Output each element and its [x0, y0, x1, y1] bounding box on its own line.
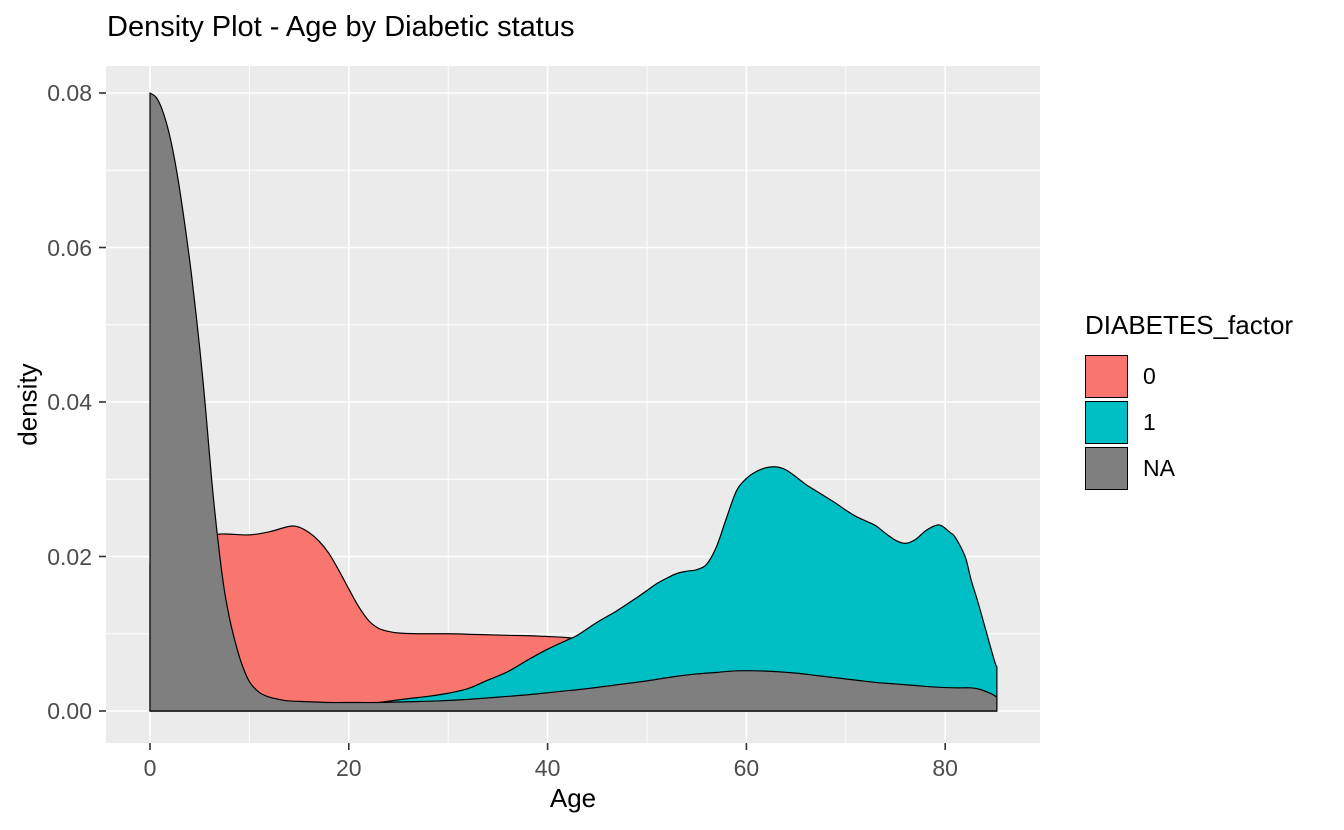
- legend-item: 0: [1085, 355, 1293, 398]
- y-tick-label: 0.08: [47, 80, 92, 106]
- x-axis-title: Age: [549, 783, 597, 813]
- legend-item: NA: [1085, 447, 1293, 490]
- plot-title: Density Plot - Age by Diabetic status: [107, 11, 575, 43]
- legend-item: 1: [1085, 401, 1293, 444]
- legend-items: 0 1 NA: [1085, 355, 1293, 490]
- legend-label: 0: [1143, 363, 1156, 389]
- y-tick-label: 0.04: [47, 389, 92, 415]
- density-areas: [149, 92, 998, 712]
- density-area-1: [149, 466, 998, 712]
- legend-key-swatch: [1085, 447, 1128, 490]
- grid-minor: [106, 66, 1040, 743]
- legend-title: DIABETES_factor: [1085, 310, 1294, 340]
- y-tick-label: 0.06: [47, 234, 92, 261]
- y-tick-label: 0.02: [47, 543, 92, 570]
- x-tick-label: 60: [733, 755, 760, 781]
- legend-label: NA: [1143, 455, 1175, 481]
- x-tick-label: 40: [534, 755, 561, 781]
- y-tick-label: 0.00: [47, 698, 92, 724]
- x-tick-label: 80: [932, 755, 958, 781]
- y-axis-title: density: [12, 363, 43, 446]
- axis-tick-marks: [99, 92, 947, 750]
- legend: DIABETES_factor 0 1 NA: [1085, 310, 1293, 493]
- legend-label: 1: [1143, 409, 1156, 435]
- x-tick-label: 0: [143, 755, 157, 781]
- legend-key-swatch: [1085, 355, 1128, 398]
- legend-key-swatch: [1085, 401, 1128, 444]
- x-tick-label: 20: [336, 755, 362, 781]
- density-area-NA: [149, 92, 998, 712]
